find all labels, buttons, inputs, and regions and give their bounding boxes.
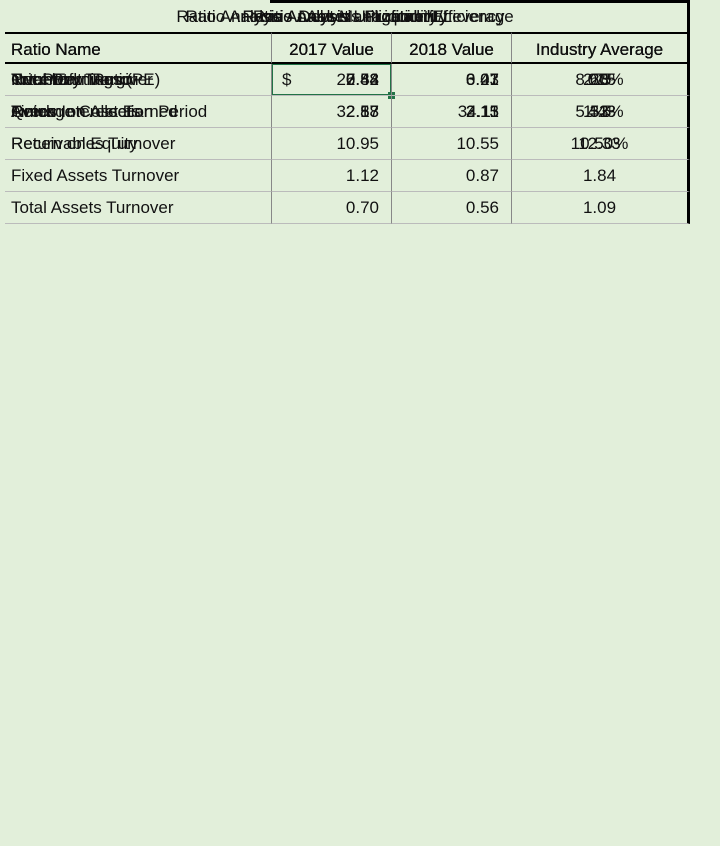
table-title-text: Ratio Analysis - Debt Management/Leverag…: [176, 7, 514, 26]
cell[interactable]: $26.58: [272, 64, 392, 96]
cell[interactable]: 1.84: [512, 160, 690, 192]
table-block: Ratio Analysis - Asset Utilization/Effic…: [0, 0, 690, 352]
cell[interactable]: 0.87: [392, 160, 512, 192]
table-block: Ratio Analysis - Debt Management/Leverag…: [0, 0, 690, 480]
cell[interactable]: 0.70: [272, 192, 392, 224]
table-title-text: Ratio Analysis - Asset Utilization/Effic…: [185, 7, 505, 26]
cell[interactable]: 5.33%: [512, 96, 690, 128]
table-title-text: Ratio Analysis - Profitability: [242, 7, 448, 26]
currency-symbol: $: [282, 70, 292, 89]
header-cell: Ratio Name: [5, 32, 272, 64]
cell[interactable]: 0.56: [392, 192, 512, 224]
cell[interactable]: [272, 128, 392, 160]
cell[interactable]: [392, 64, 512, 96]
header-cell: 2018 Value: [392, 32, 512, 64]
cell[interactable]: 1.12: [272, 160, 392, 192]
amount: 26.58: [336, 70, 379, 89]
cell[interactable]: Total Assets Turnover: [5, 192, 272, 224]
cell[interactable]: [392, 96, 512, 128]
cell[interactable]: Return on Equity: [5, 128, 272, 160]
cell[interactable]: 1.09: [512, 192, 690, 224]
cell[interactable]: Fixed Assets Turnover: [5, 160, 272, 192]
table-title-text: Ratio Analysis - Profitability: [242, 7, 448, 26]
table-block: Ratio Analysis - Profitability Ratio Name…: [0, 0, 690, 640]
cell[interactable]: [392, 128, 512, 160]
cell[interactable]: Return on Assets: [5, 96, 272, 128]
header-cell: 2017 Value: [272, 32, 392, 64]
cell[interactable]: 23: [512, 64, 690, 96]
table-block: Ratio Analysis - Profitability Ratio Name…: [0, 0, 690, 736]
cell[interactable]: Price/Earnings (PE): [5, 64, 272, 96]
cell[interactable]: 10.50%: [512, 128, 690, 160]
header-cell: Industry Average: [512, 32, 690, 64]
table-title-text: Ratio Analysis - Liquidity: [252, 7, 438, 26]
cell[interactable]: [272, 96, 392, 128]
table-title: [270, 0, 690, 32]
